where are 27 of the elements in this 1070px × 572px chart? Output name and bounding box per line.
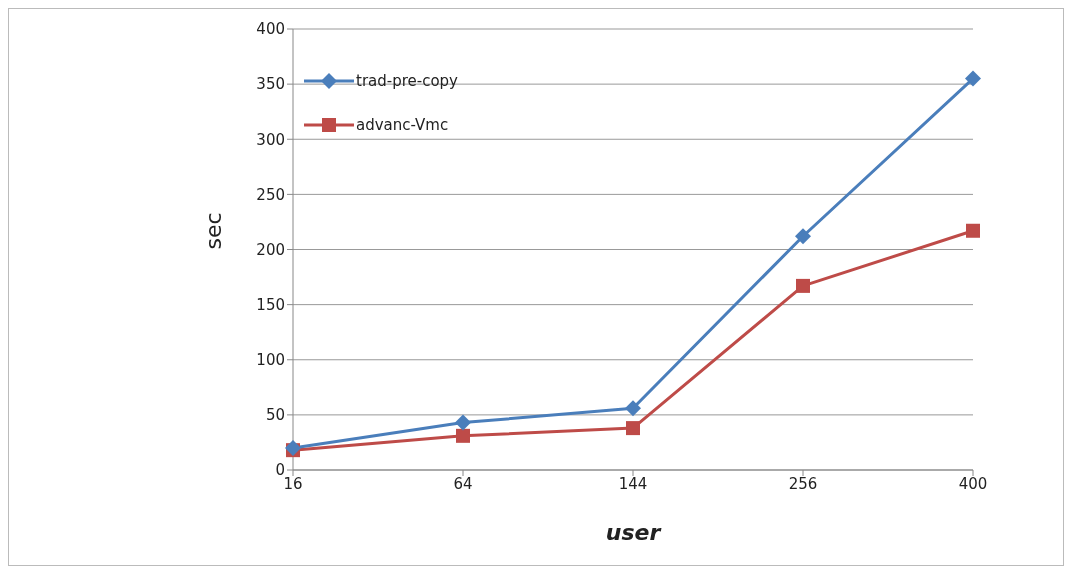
point [795, 228, 811, 245]
point [625, 400, 641, 417]
point [626, 421, 640, 436]
y-tick-label: 250 [256, 185, 285, 204]
x-tick-label: 16 [283, 474, 303, 493]
y-tick-label: 50 [265, 406, 285, 425]
point [455, 414, 471, 431]
point [966, 223, 980, 238]
x-tick-label: 64 [453, 474, 473, 493]
x-tick-label: 256 [788, 474, 818, 493]
y-tick-label: 100 [256, 351, 285, 370]
point [796, 278, 810, 293]
y-tick-label: 300 [256, 130, 285, 149]
y-tick-label: 400 [256, 20, 285, 39]
y-tick-label: 200 [256, 240, 285, 259]
y-tick-label: 150 [256, 295, 285, 314]
x-tick-label: 400 [958, 474, 988, 493]
y-tick-label: 350 [256, 75, 285, 94]
point [456, 428, 470, 443]
point [965, 70, 981, 87]
y-axis-title: sec [200, 212, 226, 250]
legend-label: trad-pre-copy [356, 72, 458, 90]
x-axis-title: user [605, 520, 662, 545]
legend-label: advanc-Vmc [356, 116, 449, 134]
y-tick-label: 0 [275, 461, 285, 480]
point [285, 439, 301, 456]
x-tick-label: 144 [618, 474, 648, 493]
